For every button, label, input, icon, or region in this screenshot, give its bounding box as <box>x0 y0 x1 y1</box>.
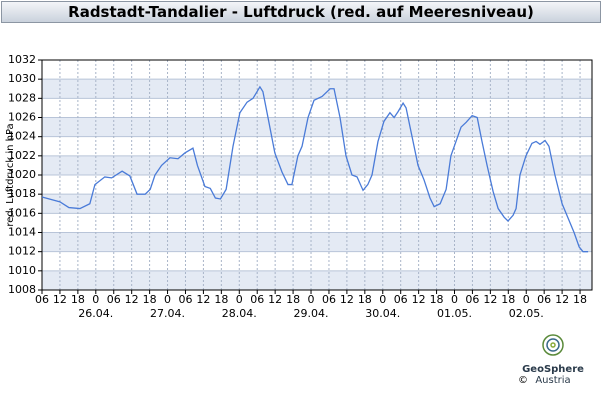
band <box>42 270 592 290</box>
plot <box>41 85 589 253</box>
x-tick-label: 06 <box>394 293 408 306</box>
x-tick-label: 18 <box>71 293 85 306</box>
x-date-label: 28.04. <box>222 307 257 320</box>
x-tick-label: 18 <box>358 293 372 306</box>
x-tick-label: 18 <box>501 293 515 306</box>
x-tick-label: 12 <box>196 293 210 306</box>
x-tick-label: 0 <box>523 293 530 306</box>
x-tick-label: 12 <box>125 293 139 306</box>
x-tick-label: 0 <box>236 293 243 306</box>
x-tick-label: 12 <box>412 293 426 306</box>
x-tick-label: 18 <box>214 293 228 306</box>
x-tick-label: 12 <box>268 293 282 306</box>
x-tick-label: 0 <box>451 293 458 306</box>
band <box>42 117 592 137</box>
x-tick-label: 12 <box>340 293 354 306</box>
x-date-label: 01.05. <box>437 307 472 320</box>
copyright: © <box>518 375 528 386</box>
y-tick-label: 1008 <box>8 283 36 296</box>
x-tick-label: 12 <box>555 293 569 306</box>
x-tick-label: 06 <box>250 293 264 306</box>
x-tick-label: 12 <box>483 293 497 306</box>
x-tick-label: 0 <box>379 293 386 306</box>
logo-sub: Austria <box>535 375 570 386</box>
x-tick-label: 06 <box>178 293 192 306</box>
x-date-label: 02.05. <box>509 307 544 320</box>
x-tick-label: 18 <box>143 293 157 306</box>
y-tick-label: 1030 <box>8 72 36 85</box>
y-axis-label: red. Luftdruck in hPa <box>5 123 16 226</box>
x-tick-label: 06 <box>465 293 479 306</box>
x-tick-label: 06 <box>107 293 121 306</box>
y-tick-label: 1026 <box>8 111 36 124</box>
x-tick-label: 0 <box>308 293 315 306</box>
x-tick-label: 18 <box>286 293 300 306</box>
logo-icon <box>542 334 564 356</box>
x-date-label: 26.04. <box>78 307 113 320</box>
y-tick-label: 1020 <box>8 168 36 181</box>
y-tick-label: 1028 <box>8 91 36 104</box>
x-date-label: 29.04. <box>294 307 329 320</box>
y-tick-label: 1032 <box>8 53 36 66</box>
grid: 1008 1010 1012 1014 1016 1018 1020 1022 1024 1026… <box>8 53 593 320</box>
y-tick-label: 1024 <box>8 130 36 143</box>
x-tick-label: 12 <box>53 293 67 306</box>
line <box>41 85 589 253</box>
band <box>42 232 592 252</box>
y-tick-label: 1022 <box>8 149 36 162</box>
plot-frame <box>41 59 593 291</box>
y-tick-label: 1014 <box>8 226 36 239</box>
x-date-label: 27.04. <box>150 307 185 320</box>
band <box>42 79 592 99</box>
y-tick-label: 1018 <box>8 187 36 200</box>
title-bar <box>1 1 601 23</box>
y-tick-label: 1016 <box>8 206 36 219</box>
y-tick-label: 1012 <box>8 245 36 258</box>
x-tick-label: 0 <box>92 293 99 306</box>
x-tick-label: 18 <box>430 293 444 306</box>
chart-title: Radstadt-Tandalier - Luftdruck (red. auf… <box>68 3 534 21</box>
x-tick-label: 06 <box>35 293 49 306</box>
x-tick-label: 06 <box>322 293 336 306</box>
x-tick-label: 06 <box>537 293 551 306</box>
logo-name: GeoSphere <box>522 364 584 375</box>
band <box>42 194 592 214</box>
y-tick-label: 1010 <box>8 264 36 277</box>
x-tick-label: 18 <box>573 293 587 306</box>
x-tick-label: 0 <box>164 293 171 306</box>
x-date-label: 30.04. <box>365 307 400 320</box>
